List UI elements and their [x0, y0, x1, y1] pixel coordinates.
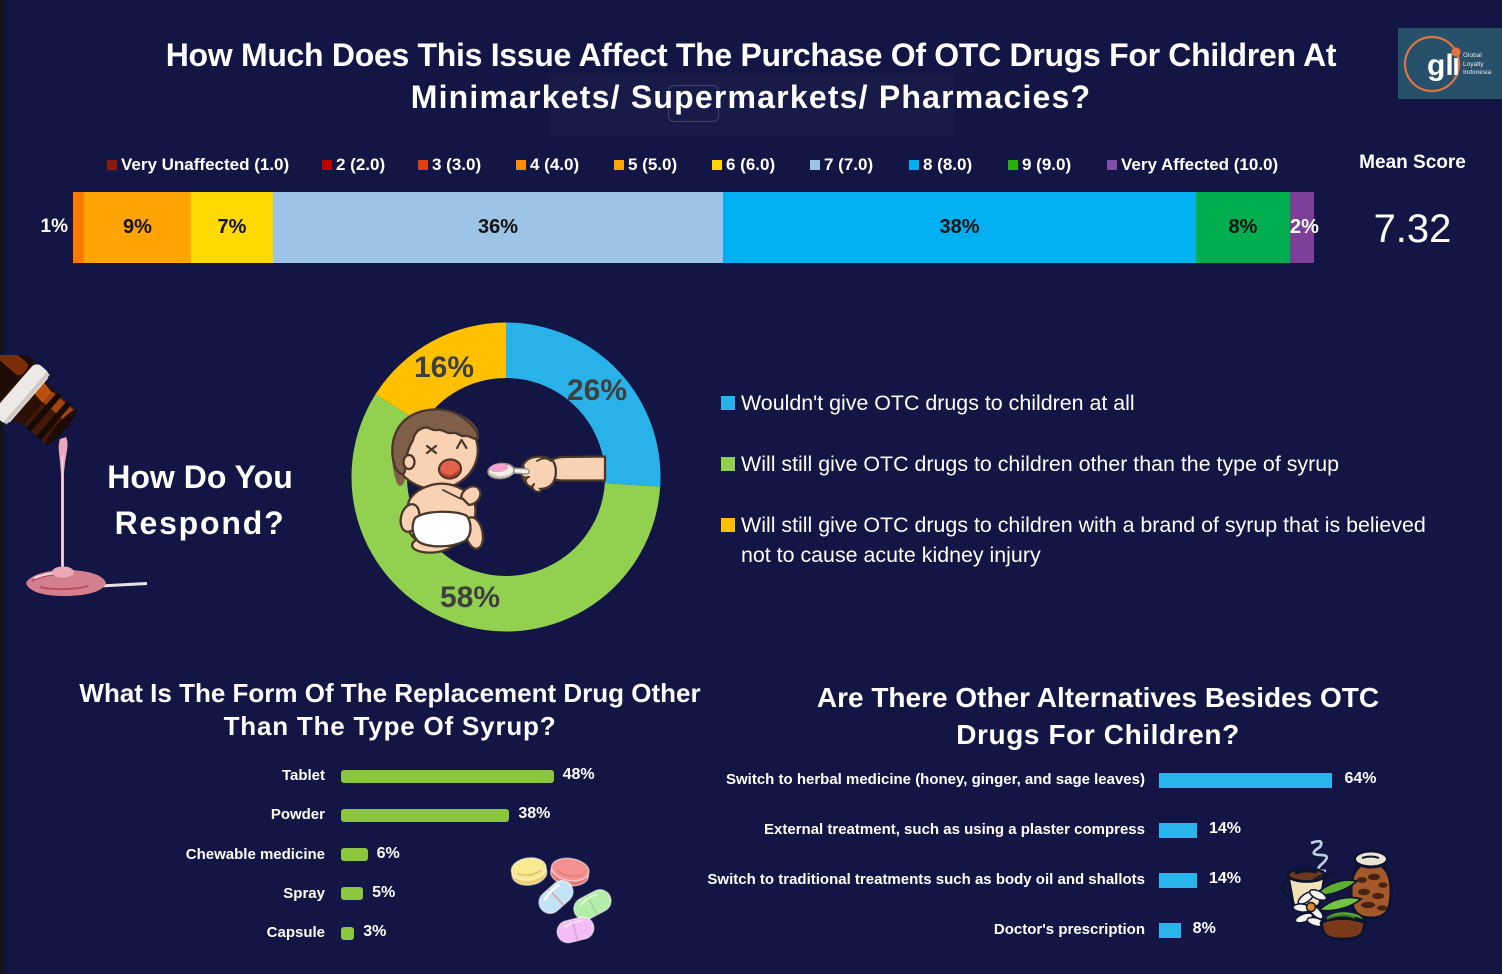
- svg-text:Indonesia: Indonesia: [1463, 69, 1492, 76]
- svg-text:Global: Global: [1463, 52, 1482, 59]
- svg-text:gl: gl: [1427, 49, 1454, 82]
- svg-text:Loyalty: Loyalty: [1463, 61, 1484, 68]
